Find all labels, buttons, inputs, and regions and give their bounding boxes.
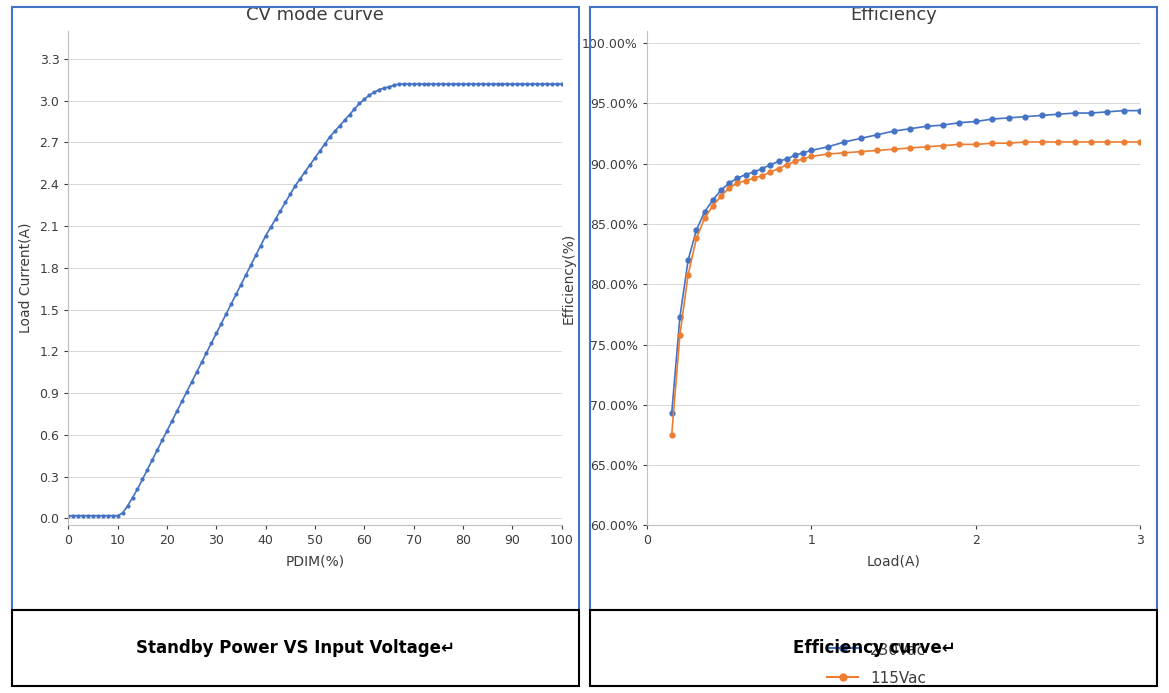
230Vac bbox=[690, 226, 704, 234]
115Vac bbox=[953, 140, 967, 148]
115Vac bbox=[886, 145, 900, 153]
Text: Efficiency curve↵: Efficiency curve↵ bbox=[793, 639, 955, 657]
230Vac bbox=[731, 174, 745, 182]
230Vac bbox=[1067, 109, 1081, 117]
Line: 115Vac: 115Vac bbox=[670, 139, 1143, 437]
230Vac bbox=[1084, 109, 1098, 117]
115Vac bbox=[1035, 138, 1049, 146]
230Vac bbox=[837, 138, 851, 146]
115Vac bbox=[673, 331, 687, 339]
115Vac bbox=[731, 179, 745, 187]
115Vac bbox=[780, 161, 794, 169]
230Vac bbox=[1018, 112, 1032, 121]
115Vac bbox=[796, 155, 810, 163]
115Vac bbox=[772, 164, 786, 173]
230Vac bbox=[936, 121, 950, 130]
230Vac bbox=[796, 149, 810, 157]
115Vac bbox=[747, 174, 761, 182]
230Vac bbox=[755, 164, 769, 173]
230Vac bbox=[904, 125, 918, 133]
115Vac bbox=[904, 144, 918, 152]
230Vac bbox=[682, 256, 696, 264]
230Vac bbox=[953, 119, 967, 127]
Line: 230Vac: 230Vac bbox=[670, 108, 1143, 416]
115Vac bbox=[920, 143, 934, 151]
115Vac bbox=[755, 172, 769, 180]
115Vac bbox=[682, 270, 696, 279]
115Vac bbox=[1116, 138, 1130, 146]
230Vac bbox=[665, 409, 679, 417]
230Vac bbox=[853, 134, 867, 143]
Y-axis label: Efficiency(%): Efficiency(%) bbox=[561, 233, 575, 324]
Legend: 230Vac, 115Vac: 230Vac, 115Vac bbox=[828, 642, 926, 686]
230Vac bbox=[1002, 114, 1016, 122]
115Vac bbox=[698, 214, 712, 222]
115Vac bbox=[722, 184, 736, 192]
230Vac bbox=[1133, 107, 1147, 115]
115Vac bbox=[706, 202, 720, 210]
115Vac bbox=[739, 177, 753, 185]
115Vac bbox=[853, 148, 867, 156]
115Vac bbox=[1018, 138, 1032, 146]
230Vac bbox=[1116, 107, 1130, 115]
115Vac bbox=[714, 192, 728, 200]
115Vac bbox=[1067, 138, 1081, 146]
115Vac bbox=[985, 139, 999, 148]
230Vac bbox=[804, 146, 818, 155]
Title: Efficiency: Efficiency bbox=[850, 6, 938, 24]
230Vac bbox=[739, 170, 753, 179]
Y-axis label: Load Current(A): Load Current(A) bbox=[19, 223, 33, 333]
115Vac bbox=[837, 149, 851, 157]
X-axis label: PDIM(%): PDIM(%) bbox=[285, 554, 345, 568]
115Vac bbox=[690, 234, 704, 243]
230Vac bbox=[698, 208, 712, 216]
115Vac bbox=[1100, 138, 1114, 146]
230Vac bbox=[1035, 112, 1049, 120]
230Vac bbox=[1051, 110, 1065, 119]
230Vac bbox=[673, 313, 687, 321]
230Vac bbox=[772, 157, 786, 166]
115Vac bbox=[665, 431, 679, 439]
Text: Standby Power VS Input Voltage↵: Standby Power VS Input Voltage↵ bbox=[136, 639, 455, 657]
115Vac bbox=[763, 168, 777, 176]
230Vac bbox=[747, 168, 761, 176]
115Vac bbox=[1002, 139, 1016, 148]
230Vac bbox=[821, 143, 835, 151]
115Vac bbox=[936, 141, 950, 150]
115Vac bbox=[1133, 138, 1147, 146]
115Vac bbox=[1051, 138, 1065, 146]
115Vac bbox=[804, 152, 818, 161]
Title: CV mode curve: CV mode curve bbox=[247, 6, 383, 24]
230Vac bbox=[763, 161, 777, 169]
230Vac bbox=[706, 195, 720, 204]
230Vac bbox=[870, 130, 884, 139]
115Vac bbox=[870, 146, 884, 155]
230Vac bbox=[985, 115, 999, 123]
230Vac bbox=[780, 155, 794, 163]
115Vac bbox=[1084, 138, 1098, 146]
115Vac bbox=[821, 150, 835, 158]
230Vac bbox=[714, 186, 728, 194]
115Vac bbox=[788, 157, 802, 166]
230Vac bbox=[920, 122, 934, 130]
230Vac bbox=[886, 127, 900, 135]
230Vac bbox=[1100, 107, 1114, 116]
230Vac bbox=[722, 179, 736, 187]
230Vac bbox=[788, 151, 802, 159]
230Vac bbox=[969, 117, 983, 125]
115Vac bbox=[969, 140, 983, 148]
X-axis label: Load(A): Load(A) bbox=[866, 554, 921, 568]
